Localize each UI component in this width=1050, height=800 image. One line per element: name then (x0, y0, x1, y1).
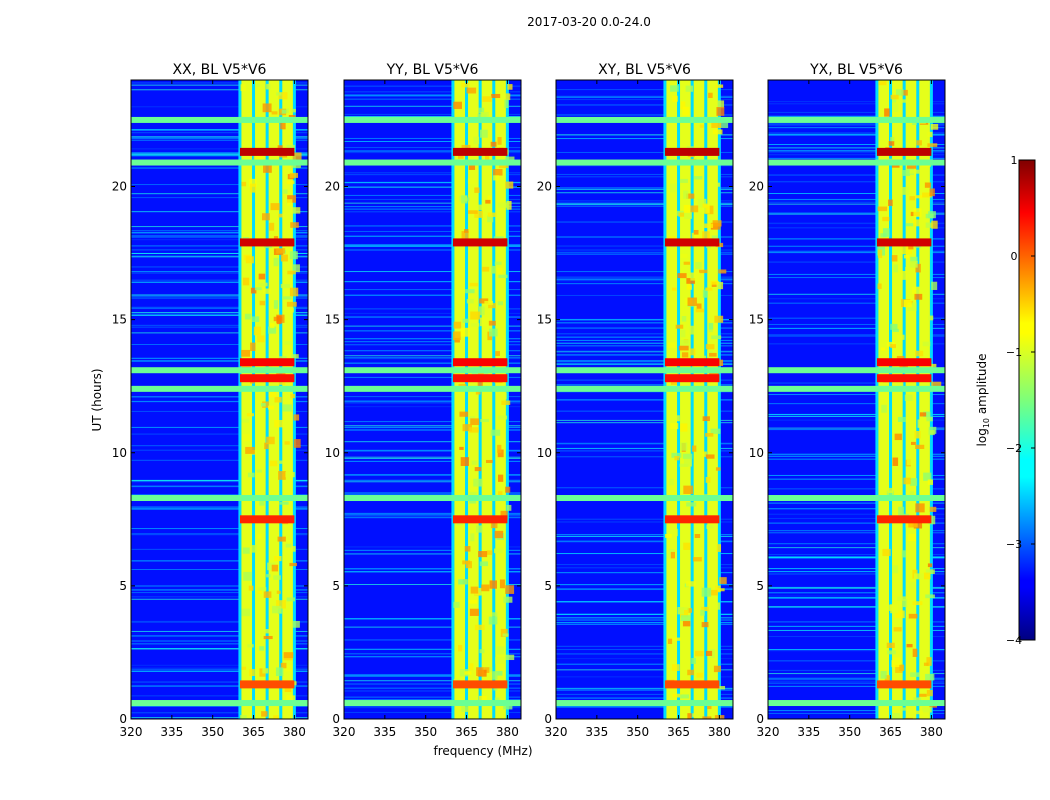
y-tick-label: 10 (749, 446, 764, 460)
x-tick-label: 350 (414, 725, 437, 739)
plot-frame (343, 79, 522, 720)
x-tick-label: 365 (667, 725, 690, 739)
x-tick-label: 320 (757, 725, 780, 739)
y-tick-label: 15 (325, 313, 340, 327)
panel-title: YY, BL V5*V6 (386, 62, 479, 78)
panel-title: XY, BL V5*V6 (598, 62, 691, 78)
x-tick-label: 320 (545, 725, 568, 739)
x-tick-label: 335 (160, 725, 183, 739)
x-tick-label: 350 (201, 725, 224, 739)
y-tick-label: 20 (112, 180, 127, 194)
colorbar-gradient (1018, 159, 1036, 641)
y-tick-label: 20 (325, 180, 340, 194)
heatmap-image (131, 80, 308, 719)
colorbar-tick-label: −4 (1006, 634, 1022, 647)
y-tick-label: 10 (537, 446, 552, 460)
x-tick-label: 350 (626, 725, 649, 739)
colorbar-tick-label: 0 (1011, 250, 1018, 263)
figure-title: 2017-03-20 0.0-24.0 (527, 15, 651, 29)
y-tick-label: 0 (544, 712, 552, 726)
plot-frame (767, 79, 946, 720)
x-tick-label: 320 (333, 725, 356, 739)
x-tick-label: 365 (455, 725, 478, 739)
heatmap-image (344, 80, 521, 719)
colorbar-tick-label: −1 (1006, 346, 1022, 359)
x-tick-label: 350 (838, 725, 861, 739)
x-tick-label: 335 (373, 725, 396, 739)
y-tick-label: 10 (112, 446, 127, 460)
y-tick-label: 0 (332, 712, 340, 726)
heatmap-image (768, 80, 945, 719)
plot-frame (130, 79, 309, 720)
heatmap-image (556, 80, 733, 719)
plot-frame (555, 79, 734, 720)
x-tick-label: 380 (496, 725, 519, 739)
x-tick-label: 365 (879, 725, 902, 739)
y-tick-label: 5 (332, 579, 340, 593)
x-tick-label: 335 (585, 725, 608, 739)
y-tick-label: 20 (749, 180, 764, 194)
panel-title: YX, BL V5*V6 (809, 62, 903, 78)
y-tick-label: 5 (756, 579, 764, 593)
y-tick-label: 20 (537, 180, 552, 194)
colorbar: 1 0 −1 −2 −3 −4 log10 amplitude (975, 154, 1036, 647)
x-tick-label: 365 (242, 725, 265, 739)
colorbar-tick-label: −2 (1006, 442, 1022, 455)
y-tick-label: 15 (112, 313, 127, 327)
panel-yx: YX, BL V5*V6 320 335 350 365 380 0 5 10 15 20 (749, 62, 946, 739)
colorbar-tick-label: −3 (1006, 538, 1022, 551)
y-tick-label: 10 (325, 446, 340, 460)
panel-xy: XY, BL V5*V6 320 335 350 365 380 0 5 10 15 20 (537, 62, 734, 739)
x-tick-label: 335 (797, 725, 820, 739)
x-tick-label: 380 (920, 725, 943, 739)
panel-xx: XX, BL V5*V6 320 335 350 365 380 0 5 10 15 20 (112, 62, 309, 739)
panel-yy: YY, BL V5*V6 320 335 350 365 380 0 5 10 15 20 (325, 62, 522, 739)
y-axis-label: UT (hours) (90, 368, 104, 431)
y-tick-label: 5 (119, 579, 127, 593)
x-tick-label: 380 (708, 725, 731, 739)
y-tick-label: 15 (749, 313, 764, 327)
panel-title: XX, BL V5*V6 (173, 62, 267, 78)
y-tick-label: 0 (119, 712, 127, 726)
colorbar-tick-label: 1 (1011, 154, 1018, 167)
y-tick-label: 0 (756, 712, 764, 726)
x-tick-label: 380 (283, 725, 306, 739)
y-tick-label: 5 (544, 579, 552, 593)
x-axis-label: frequency (MHz) (433, 744, 532, 758)
y-tick-label: 15 (537, 313, 552, 327)
x-tick-label: 320 (120, 725, 143, 739)
colorbar-label: log10 amplitude (975, 354, 991, 447)
